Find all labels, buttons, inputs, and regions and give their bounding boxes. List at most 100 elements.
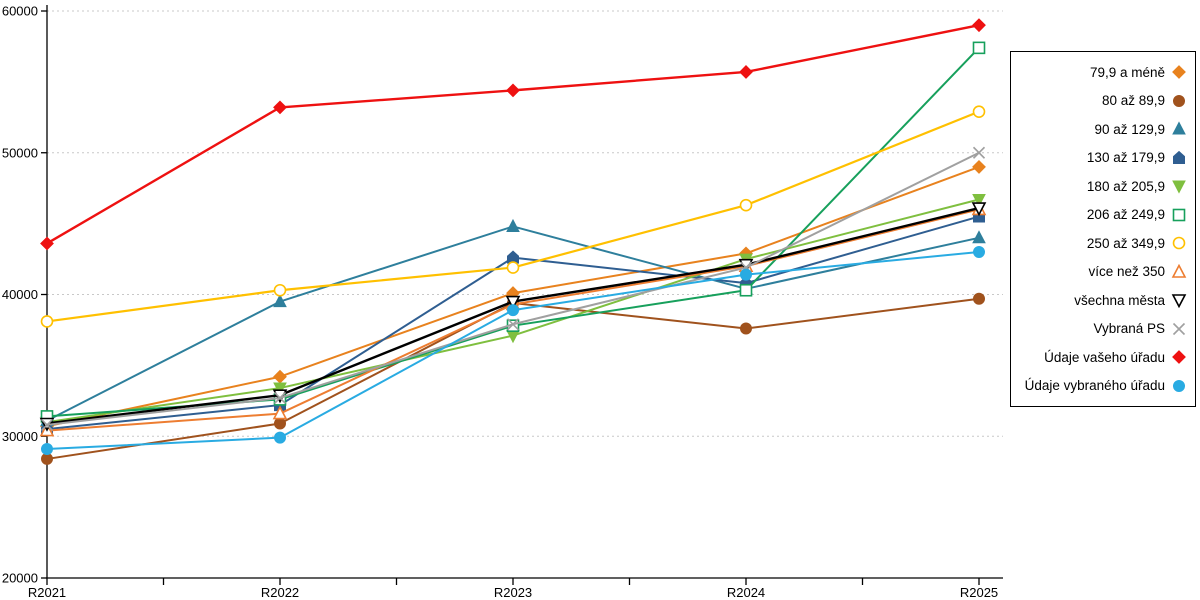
y-tick-label: 40000	[2, 287, 38, 302]
legend-marker-glyph	[1172, 208, 1186, 222]
triangle-down-marker-icon	[1171, 294, 1187, 309]
legend-item-79-9-a-m-n-: 79,9 a méně	[1019, 64, 1187, 80]
legend-marker-glyph	[1172, 236, 1186, 250]
data-point	[41, 452, 53, 465]
triangle-up-marker-icon	[1172, 121, 1186, 135]
x-tick-label: R2022	[261, 585, 299, 600]
legend-label: 90 až 129,9	[1094, 121, 1165, 137]
gridlines	[47, 10, 1003, 437]
data-point	[740, 268, 752, 281]
data-point	[274, 431, 286, 444]
data-point	[973, 292, 985, 305]
legend-marker-glyph	[1173, 150, 1185, 164]
data-point	[273, 391, 287, 405]
data-point	[972, 18, 986, 33]
legend-marker-glyph	[1172, 121, 1186, 135]
data-point	[273, 382, 287, 396]
x-tick-label: R2023	[494, 585, 532, 600]
data-point	[972, 105, 986, 118]
pentagon-marker-icon	[1173, 150, 1185, 164]
diamond-marker-icon	[1172, 350, 1186, 365]
legend: 79,9 a méně 80 až 89,9 90 až 129,9 130 až 1…	[1010, 51, 1196, 407]
legend-marker-glyph	[1172, 322, 1186, 335]
data-point	[506, 83, 520, 98]
legend-item-90-a-129-9: 90 až 129,9	[1019, 121, 1187, 137]
data-point	[972, 160, 986, 174]
data-point	[505, 295, 521, 310]
legend-label: více než 350	[1088, 264, 1165, 280]
legend-marker-glyph	[1171, 294, 1187, 309]
legend-item-80-a-89-9: 80 až 89,9	[1019, 93, 1187, 109]
x-tick-label: R2025	[960, 585, 998, 600]
series-79-9-a-m-n-	[40, 160, 986, 434]
legend-item-250-a-349-9: 250 až 349,9	[1019, 235, 1187, 251]
legend-marker-glyph	[1172, 350, 1186, 365]
legend-marker-glyph	[1172, 180, 1186, 194]
legend-marker-glyph	[1173, 379, 1185, 392]
x-marker-icon	[1172, 322, 1186, 335]
y-tick-label: 50000	[2, 145, 38, 160]
series-line	[46, 46, 980, 418]
data-point	[273, 369, 287, 384]
data-point	[40, 315, 54, 328]
legend-item-206-a-249-9: 206 až 249,9	[1019, 207, 1187, 223]
diamond-marker-icon	[1172, 65, 1186, 80]
legend-label: 180 až 205,9	[1086, 178, 1165, 194]
legend-marker-glyph	[1172, 65, 1186, 80]
data-point	[972, 230, 986, 244]
legend-item-180-a-205-9: 180 až 205,9	[1019, 178, 1187, 194]
data-point	[40, 236, 54, 251]
series--daje-va-eho-adu	[40, 18, 986, 251]
axes: 20000 30000 40000 50000 60000 R2021 R2022 R2023…	[2, 4, 1003, 600]
series-80-a-89-9	[41, 292, 985, 465]
y-tick-label: 30000	[2, 429, 38, 444]
data-point	[41, 443, 53, 456]
series-v-ce-ne-350	[39, 201, 987, 437]
legend-label: Vybraná PS	[1093, 321, 1165, 337]
data-point	[506, 218, 520, 232]
square-marker-icon	[1172, 208, 1186, 222]
legend-label: všechna města	[1074, 292, 1165, 308]
legend-item--daje-va-eho-adu: Údaje vašeho úřadu	[1019, 349, 1187, 365]
data-point	[972, 41, 986, 55]
legend-item-v-echna-m-sta: všechna města	[1019, 292, 1187, 309]
legend-label: 130 až 179,9	[1086, 150, 1165, 166]
data-point	[739, 65, 753, 79]
legend-label: Údaje vybraného úřadu	[1024, 378, 1165, 394]
legend-label: 206 až 249,9	[1086, 207, 1165, 223]
series-206-a-249-9	[40, 41, 986, 423]
data-point	[506, 318, 520, 331]
data-point	[274, 417, 286, 430]
legend-label: Údaje vašeho úřadu	[1044, 349, 1165, 365]
y-tick-label: 20000	[2, 571, 38, 586]
data-point	[272, 405, 288, 420]
data-point	[273, 294, 287, 308]
data-point	[973, 245, 985, 258]
data-point	[40, 418, 54, 431]
legend-item-vybran-ps: Vybraná PS	[1019, 321, 1187, 337]
data-point	[273, 283, 287, 297]
triangle-down-marker-icon	[1172, 180, 1186, 194]
legend-marker-glyph	[1173, 94, 1185, 107]
data-point	[972, 146, 986, 159]
series--daje-vybran-ho-adu	[41, 245, 985, 456]
data-point	[739, 198, 753, 212]
data-point	[739, 283, 753, 297]
circle-marker-icon	[1173, 379, 1185, 392]
circle-marker-icon	[1173, 94, 1185, 107]
legend-label: 79,9 a méně	[1089, 64, 1165, 80]
legend-item-v-ce-ne-350: více než 350	[1019, 263, 1187, 280]
data-point	[273, 100, 287, 115]
legend-item-130-a-179-9: 130 až 179,9	[1019, 150, 1187, 166]
legend-marker-glyph	[1171, 263, 1187, 278]
series-250-a-349-9	[40, 105, 986, 328]
legend-label: 250 až 349,9	[1086, 235, 1165, 251]
series-line	[45, 23, 981, 245]
data-point	[740, 322, 752, 335]
x-tick-label: R2021	[28, 585, 66, 600]
data-point	[971, 202, 987, 217]
data-point	[507, 304, 519, 317]
data-point	[506, 261, 520, 274]
